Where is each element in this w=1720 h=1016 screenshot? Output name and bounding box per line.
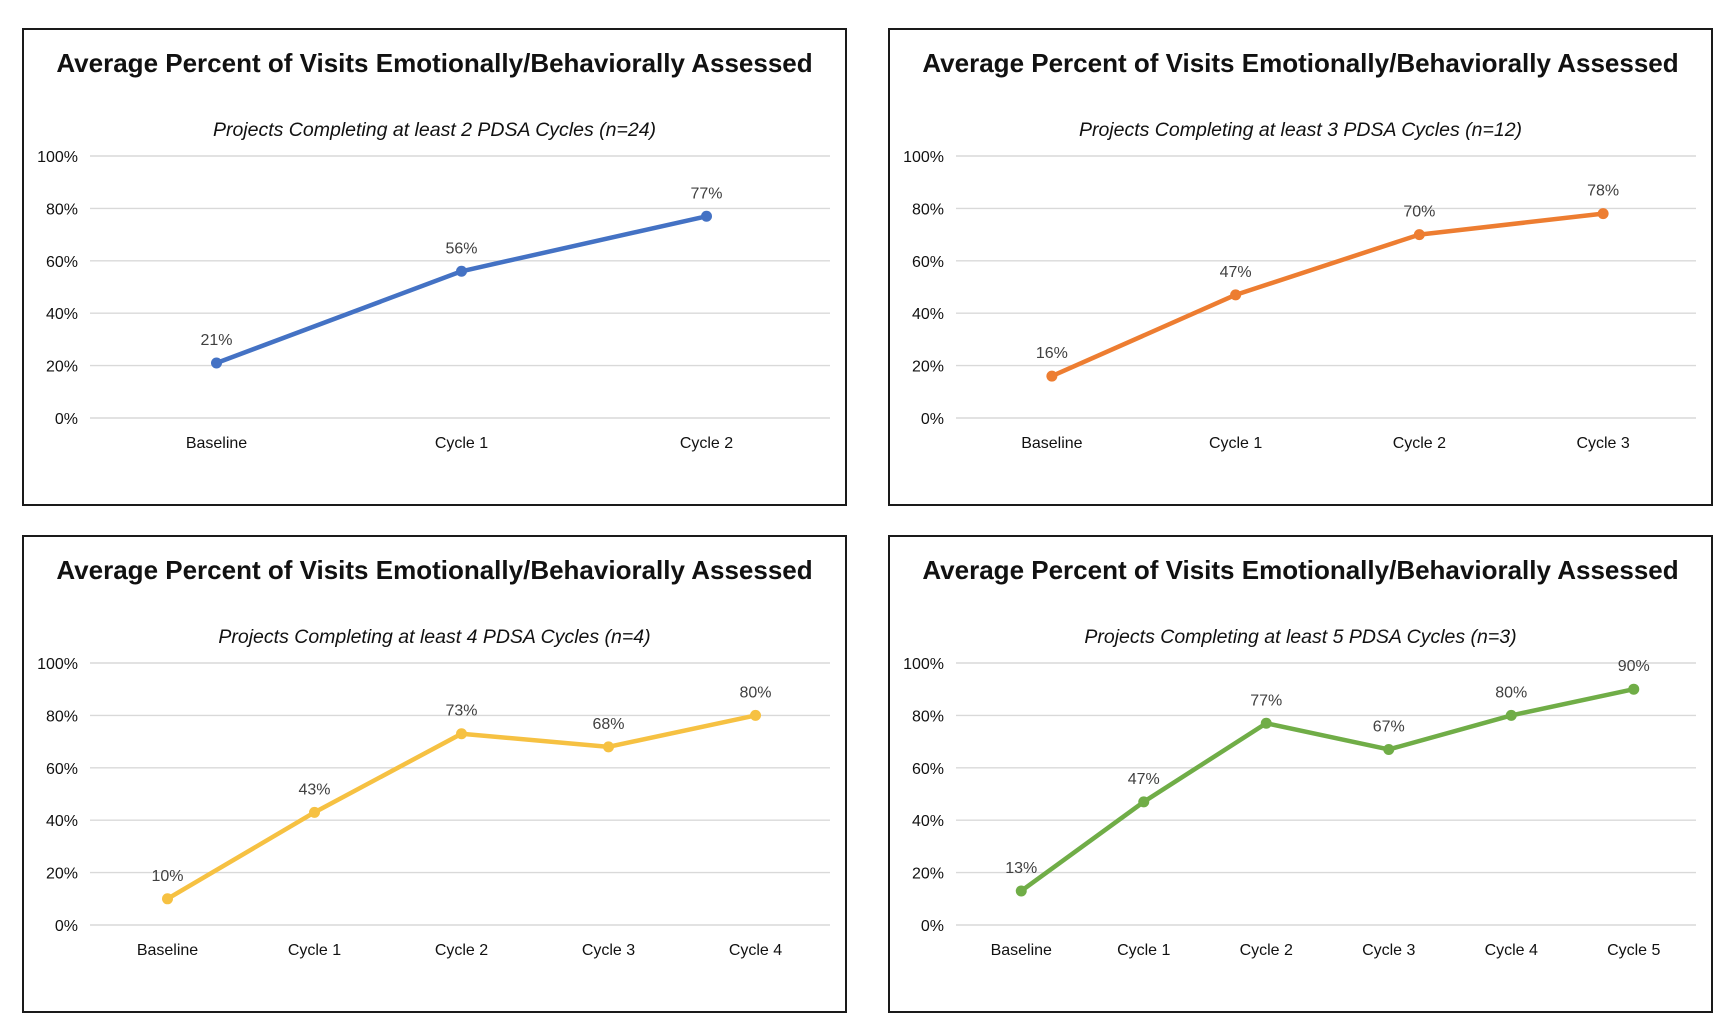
data-point bbox=[1230, 289, 1242, 301]
chart-subtitle: Projects Completing at least 5 PDSA Cycl… bbox=[1084, 626, 1517, 648]
chart-subtitle: Projects Completing at least 2 PDSA Cycl… bbox=[212, 119, 657, 141]
data-label: 13% bbox=[1005, 860, 1037, 877]
data-label: 90% bbox=[1618, 658, 1650, 675]
data-point bbox=[1260, 717, 1272, 729]
y-tick-label: 0% bbox=[921, 918, 944, 935]
data-point bbox=[1015, 885, 1027, 897]
x-tick-label: Baseline bbox=[991, 942, 1052, 959]
y-tick-label: 100% bbox=[903, 149, 944, 166]
data-label: 47% bbox=[1220, 264, 1252, 281]
data-point bbox=[1138, 796, 1150, 808]
series-line bbox=[1019, 686, 1636, 894]
y-tick-label: 100% bbox=[903, 656, 944, 673]
x-tick-label: Cycle 3 bbox=[1362, 942, 1415, 959]
data-label: 67% bbox=[1373, 718, 1405, 735]
data-label: 56% bbox=[445, 240, 477, 257]
y-tick-label: 40% bbox=[46, 306, 78, 323]
line-chart-4-cycles: 0% 20% 40% 60% 80% 100% Baseline Cycle 1 Cycle 2… bbox=[37, 656, 830, 959]
data-label: 16% bbox=[1036, 345, 1068, 362]
chart-panel-2-cycles: Average Percent of Visits Emotionally/Be… bbox=[22, 28, 847, 506]
data-point bbox=[211, 357, 222, 369]
y-tick-label: 80% bbox=[46, 201, 78, 218]
data-point bbox=[309, 806, 320, 818]
chart-panel-3-cycles: Average Percent of Visits Emotionally/Be… bbox=[888, 28, 1713, 506]
data-point bbox=[1628, 683, 1640, 695]
y-tick-label: 60% bbox=[912, 254, 944, 271]
x-tick-label: Cycle 2 bbox=[680, 435, 733, 452]
series-line bbox=[1049, 211, 1606, 379]
data-label: 80% bbox=[1495, 684, 1527, 701]
data-point bbox=[1383, 743, 1395, 755]
series-line bbox=[214, 214, 709, 366]
data-point bbox=[456, 265, 467, 277]
chart-title: Average Percent of Visits Emotionally/Be… bbox=[56, 48, 813, 78]
line-chart-2-cycles: 0% 20% 40% 60% 80% 100% Baseline Cycle 1 Cycle 2… bbox=[37, 149, 830, 452]
chart-title: Average Percent of Visits Emotionally/Be… bbox=[56, 555, 813, 585]
data-label: 77% bbox=[1250, 692, 1282, 709]
line-chart-5-cycles: 0% 20% 40% 60% 80% 100% Baseline Cycle 1 Cycle 2… bbox=[903, 656, 1696, 959]
x-tick-label: Cycle 1 bbox=[288, 942, 341, 959]
data-point bbox=[701, 210, 712, 222]
data-label: 78% bbox=[1587, 183, 1619, 200]
chart-panel-5-cycles: Average Percent of Visits Emotionally/Be… bbox=[888, 535, 1713, 1013]
chart-title: Average Percent of Visits Emotionally/Be… bbox=[922, 555, 1679, 585]
y-tick-label: 20% bbox=[912, 866, 944, 883]
data-point bbox=[1505, 709, 1517, 721]
x-tick-label: Baseline bbox=[186, 435, 247, 452]
y-tick-label: 100% bbox=[37, 656, 78, 673]
data-label: 70% bbox=[1403, 204, 1435, 221]
data-label: 47% bbox=[1128, 771, 1160, 788]
line-chart-3-cycles: 0% 20% 40% 60% 80% 100% Baseline Cycle 1 Cycle 2… bbox=[903, 149, 1696, 452]
x-tick-label: Baseline bbox=[1021, 435, 1082, 452]
y-tick-label: 0% bbox=[921, 411, 944, 428]
data-point bbox=[1413, 229, 1425, 241]
y-tick-label: 40% bbox=[912, 813, 944, 830]
data-label: 77% bbox=[690, 185, 722, 202]
data-point bbox=[1597, 208, 1609, 220]
x-tick-label: Cycle 3 bbox=[1576, 435, 1629, 452]
data-point bbox=[603, 741, 614, 753]
data-point bbox=[750, 709, 761, 721]
chart-subtitle: Projects Completing at least 4 PDSA Cycl… bbox=[218, 626, 651, 648]
y-tick-label: 0% bbox=[55, 411, 78, 428]
x-tick-label: Cycle 2 bbox=[1393, 435, 1446, 452]
y-tick-label: 80% bbox=[46, 708, 78, 725]
x-tick-label: Baseline bbox=[137, 942, 198, 959]
y-tick-label: 60% bbox=[46, 254, 78, 271]
y-tick-label: 60% bbox=[912, 761, 944, 778]
chart-subtitle: Projects Completing at least 3 PDSA Cycl… bbox=[1078, 119, 1523, 141]
y-tick-label: 20% bbox=[912, 359, 944, 376]
y-tick-label: 0% bbox=[55, 918, 78, 935]
x-tick-label: Cycle 1 bbox=[435, 435, 488, 452]
y-tick-label: 40% bbox=[46, 813, 78, 830]
x-tick-label: Cycle 4 bbox=[1485, 942, 1538, 959]
data-label: 21% bbox=[200, 332, 232, 349]
y-tick-label: 60% bbox=[46, 761, 78, 778]
series-line bbox=[165, 713, 758, 902]
x-tick-label: Cycle 1 bbox=[1209, 435, 1262, 452]
x-tick-label: Cycle 5 bbox=[1607, 942, 1660, 959]
x-tick-label: Cycle 3 bbox=[582, 942, 635, 959]
y-tick-label: 80% bbox=[912, 201, 944, 218]
data-point bbox=[456, 728, 467, 740]
x-tick-label: Cycle 2 bbox=[1240, 942, 1293, 959]
y-tick-label: 80% bbox=[912, 708, 944, 725]
data-label: 73% bbox=[445, 703, 477, 720]
data-point bbox=[1046, 370, 1058, 382]
y-tick-label: 20% bbox=[46, 866, 78, 883]
data-label: 10% bbox=[151, 868, 183, 885]
data-label: 43% bbox=[298, 781, 330, 798]
data-label: 68% bbox=[592, 716, 624, 733]
y-tick-label: 40% bbox=[912, 306, 944, 323]
data-label: 80% bbox=[739, 684, 771, 701]
y-tick-label: 100% bbox=[37, 149, 78, 166]
data-point bbox=[162, 893, 173, 905]
x-tick-label: Cycle 4 bbox=[729, 942, 782, 959]
x-tick-label: Cycle 1 bbox=[1117, 942, 1170, 959]
chart-panel-4-cycles: Average Percent of Visits Emotionally/Be… bbox=[22, 535, 847, 1013]
chart-title: Average Percent of Visits Emotionally/Be… bbox=[922, 48, 1679, 78]
y-tick-label: 20% bbox=[46, 359, 78, 376]
x-tick-label: Cycle 2 bbox=[435, 942, 488, 959]
